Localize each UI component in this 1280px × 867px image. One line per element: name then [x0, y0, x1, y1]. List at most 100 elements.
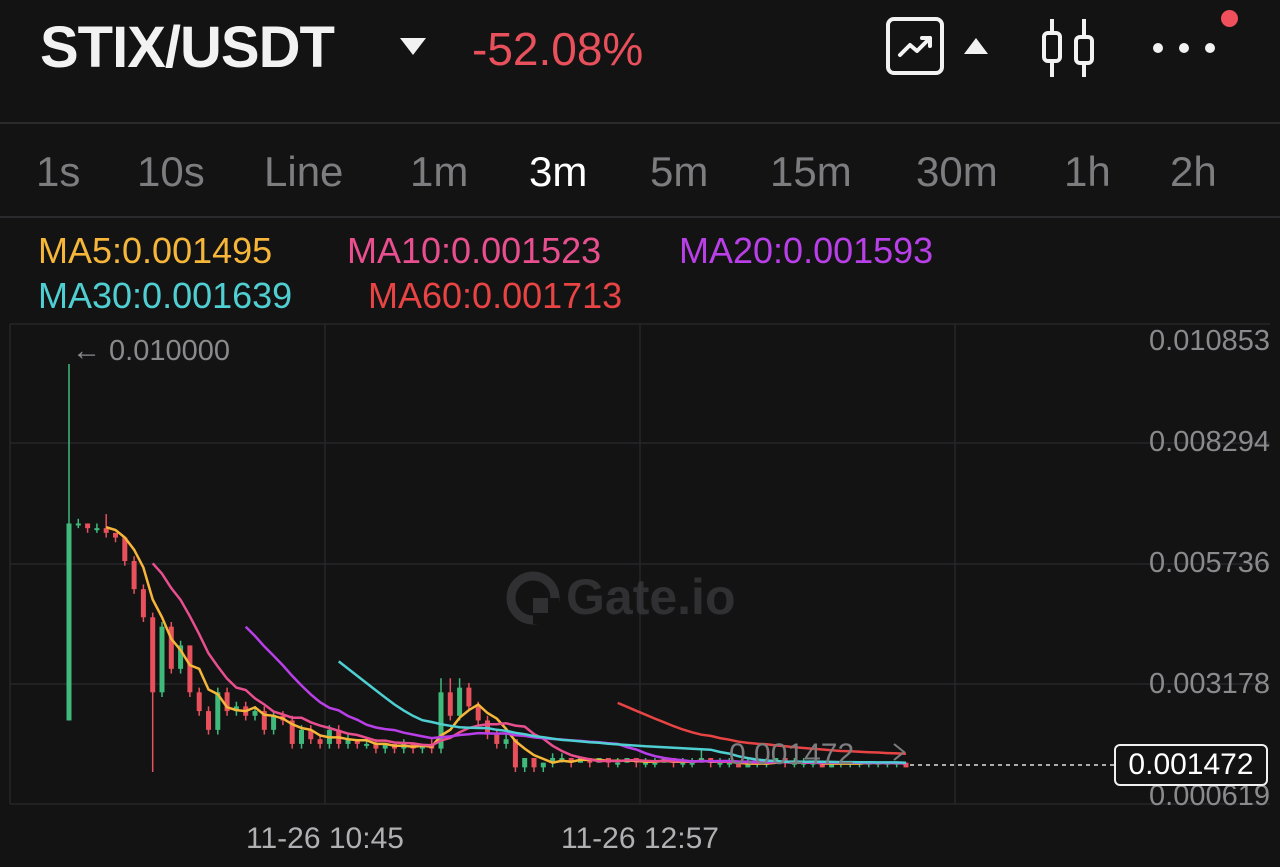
last-price-label: 0.001472 — [729, 738, 854, 771]
candle-body — [85, 523, 91, 529]
ma10-label: MA10:0.001523 — [347, 230, 602, 271]
candle-body — [726, 762, 732, 765]
ma30-line — [337, 660, 907, 764]
tab-2h[interactable]: 2h — [1170, 148, 1217, 195]
candle-body — [317, 739, 323, 744]
candle-body — [94, 528, 100, 531]
candle-body — [233, 706, 239, 712]
candle-body — [168, 626, 174, 669]
candle-body — [345, 739, 351, 744]
candle-body — [373, 743, 379, 749]
last-price-arrow-icon — [893, 743, 906, 761]
x-tick: 11-26 12:57 — [561, 822, 719, 855]
candle-body — [494, 734, 500, 744]
candle-body — [354, 739, 360, 744]
candle-body — [503, 739, 509, 744]
tab-1s[interactable]: 1s — [36, 148, 81, 195]
candle-body — [745, 762, 751, 768]
candle-body — [382, 743, 388, 749]
more-icon[interactable] — [1150, 36, 1218, 60]
candle-body — [643, 762, 649, 765]
ma5-label: MA5:0.001495 — [38, 230, 273, 271]
timeframe-tabs: 1s 10s Line 1m 3m 5m 15m 30m 1h 2h — [0, 124, 1280, 216]
candle-body — [466, 687, 472, 707]
tab-15m[interactable]: 15m — [770, 148, 852, 195]
tab-1m[interactable]: 1m — [410, 148, 469, 195]
candle-body — [113, 532, 118, 538]
candle-body — [819, 762, 825, 768]
candle-body — [252, 711, 258, 716]
candle-body — [475, 706, 481, 721]
tab-30m[interactable]: 30m — [916, 148, 998, 195]
candle-body — [159, 626, 165, 693]
current-price-tag: 0.001472 — [1114, 744, 1268, 786]
tab-line[interactable]: Line — [264, 148, 344, 195]
watermark-text: Gate.io — [566, 569, 735, 625]
candle-body — [364, 743, 370, 746]
candle-body — [66, 523, 72, 721]
y-tick: 0.005736 — [1149, 547, 1270, 579]
header-divider — [0, 122, 1280, 124]
chevron-down-icon[interactable] — [400, 38, 426, 55]
tab-3m[interactable]: 3m — [529, 148, 588, 195]
candle-body — [103, 528, 109, 533]
candle-body — [261, 711, 267, 730]
ma60-label: MA60:0.001713 — [368, 275, 623, 316]
candle-body — [717, 762, 723, 765]
candle-body — [224, 692, 230, 712]
price-change-percent: -52.08% — [472, 23, 644, 75]
tabs-divider — [0, 216, 1280, 218]
candle-body — [652, 762, 658, 765]
candlestick-chart[interactable]: Gate.io ← 0.010000 0.001472 0.010853 0.0… — [0, 320, 1280, 867]
high-price-marker: ← 0.010000 — [72, 335, 230, 367]
ma10-line — [151, 562, 907, 765]
tab-5m[interactable]: 5m — [650, 148, 709, 195]
candlestick-icon[interactable] — [1036, 15, 1102, 81]
candle-body — [131, 560, 137, 590]
candle-body — [447, 692, 453, 716]
candle-body — [512, 739, 518, 768]
candle-body — [75, 523, 81, 526]
candle-body — [550, 757, 556, 763]
ma60-line — [617, 701, 907, 756]
candle-body — [438, 692, 444, 749]
line-chart-toggle-icon[interactable] — [886, 17, 944, 75]
candle-body — [150, 617, 156, 693]
candle-body — [289, 720, 295, 744]
candle-body — [457, 687, 463, 716]
candle-body — [829, 762, 835, 768]
candle-body — [178, 645, 184, 669]
candle-body — [680, 762, 686, 765]
x-tick: 11-26 10:45 — [246, 822, 404, 855]
candle-body — [531, 757, 537, 768]
pair-selector[interactable]: STIX/USDT — [40, 15, 335, 80]
candle-body — [736, 762, 742, 768]
tab-10s[interactable]: 10s — [137, 148, 205, 195]
y-tick: 0.008294 — [1149, 426, 1270, 458]
candle-body — [122, 537, 128, 561]
candle-body — [559, 757, 565, 760]
candle-body — [540, 762, 546, 768]
chart-grid — [9, 323, 1270, 805]
y-tick: 0.010853 — [1149, 325, 1270, 357]
candle-body — [308, 729, 314, 740]
candle-body — [271, 715, 277, 730]
tab-1h[interactable]: 1h — [1064, 148, 1111, 195]
candle-body — [568, 757, 574, 763]
gate-logo-watermark: Gate.io — [506, 569, 735, 625]
candle-body — [299, 729, 304, 744]
candle-body — [522, 757, 528, 768]
candle-body — [215, 692, 221, 730]
candle-body — [187, 645, 193, 693]
candle-body — [782, 757, 788, 763]
candle-body — [903, 762, 909, 768]
header: STIX/USDT -52.08% — [0, 0, 1280, 122]
chevron-up-icon[interactable] — [964, 38, 988, 54]
candle-body — [206, 711, 211, 730]
candle-body — [140, 589, 146, 618]
ma20-label: MA20:0.001593 — [679, 230, 934, 271]
candle-body — [196, 692, 202, 712]
candle-body — [689, 762, 695, 765]
notification-dot — [1221, 10, 1238, 27]
ma5-line — [105, 526, 907, 765]
